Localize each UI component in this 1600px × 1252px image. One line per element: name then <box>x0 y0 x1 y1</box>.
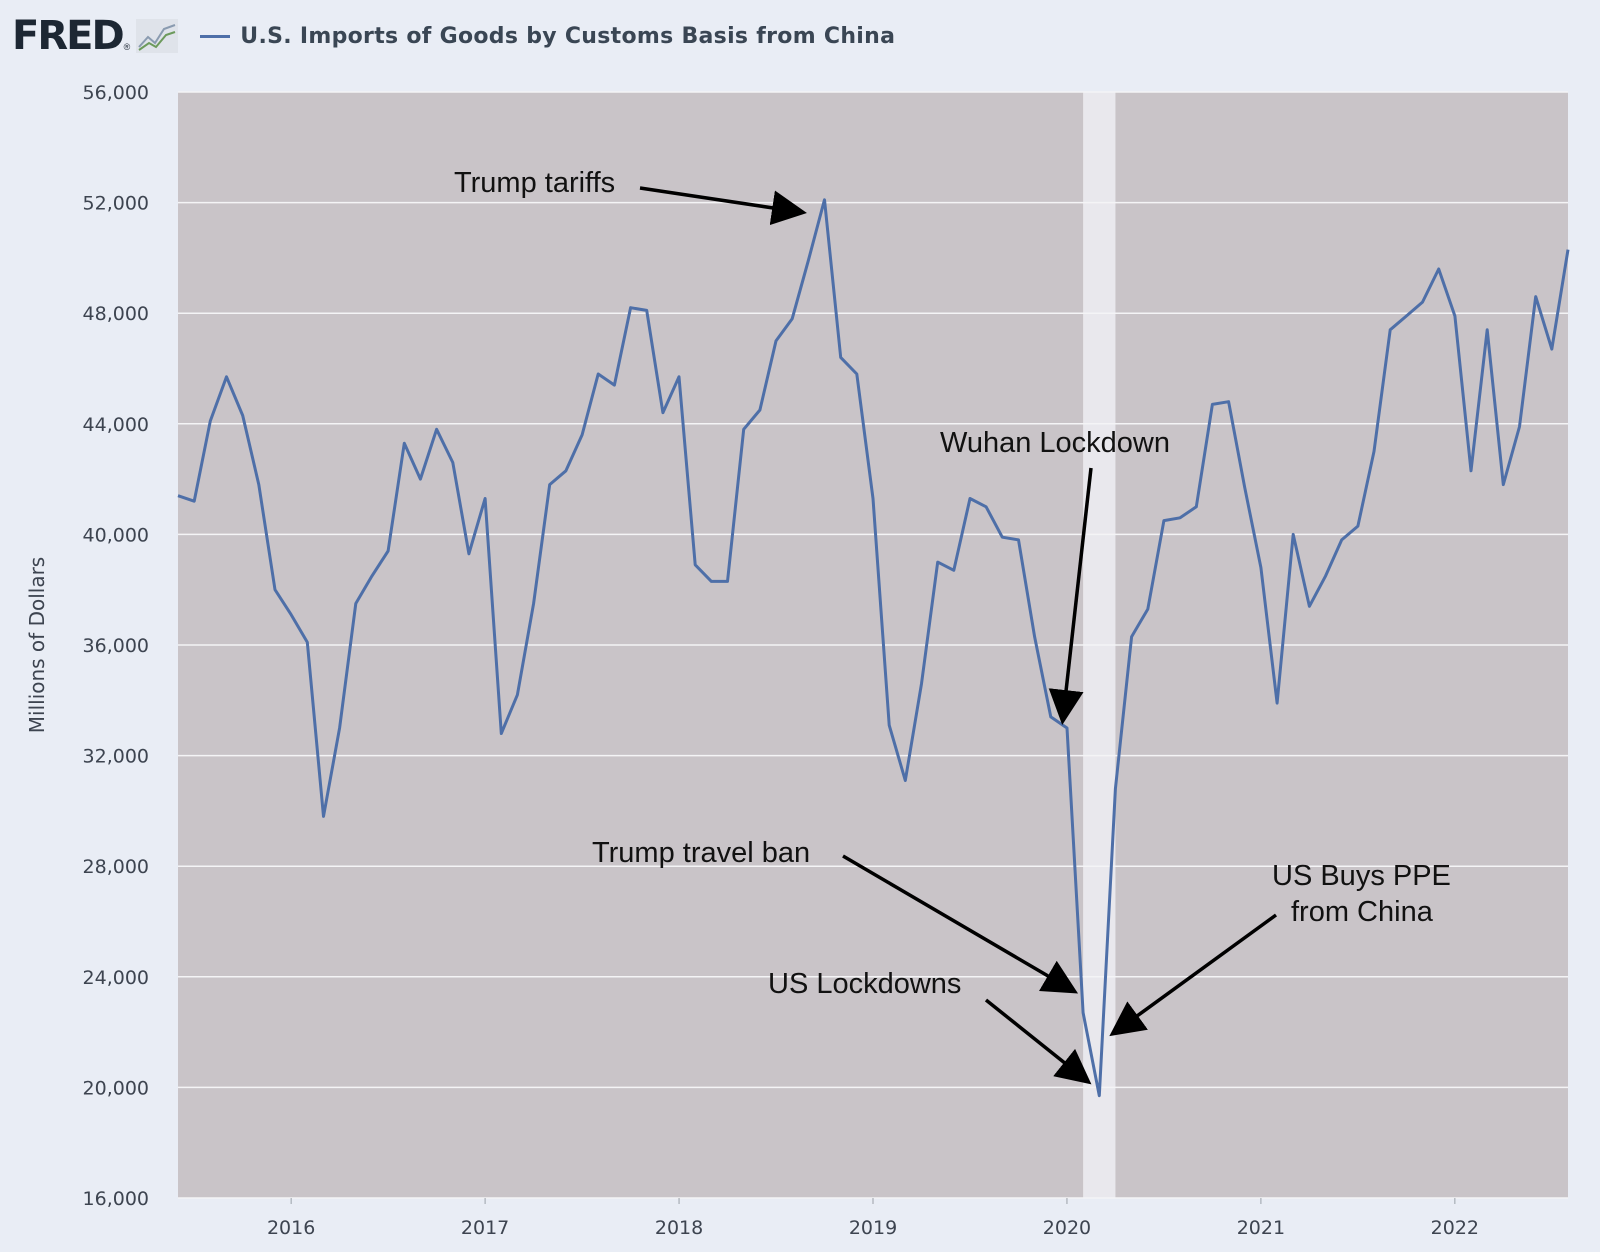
arrow-trump-travel-ban <box>842 854 1079 994</box>
arrow-trump-tariffs <box>639 186 807 226</box>
y-tick-label: 32,000 <box>83 746 149 768</box>
y-tick-label: 20,000 <box>83 1077 149 1099</box>
arrow-wuhan-lockdown <box>1048 467 1093 725</box>
arrow-us-lockdowns <box>984 998 1092 1085</box>
x-tick-label: 2016 <box>267 1217 315 1239</box>
x-tick-label: 2018 <box>655 1217 703 1239</box>
x-tick-label: 2017 <box>461 1217 509 1239</box>
annotation-us-buys-ppe: US Buys PPE <box>1272 860 1451 892</box>
y-tick-label: 52,000 <box>83 193 149 215</box>
y-tick-label: 16,000 <box>83 1188 149 1210</box>
legend-swatch <box>200 34 231 38</box>
x-axis-ticks: 2016 2017 2018 2019 2020 2021 2022 <box>267 1198 1479 1239</box>
y-tick-label: 36,000 <box>83 635 149 657</box>
x-tick-label: 2019 <box>849 1217 897 1239</box>
y-tick-label: 28,000 <box>83 856 149 878</box>
annotation-us-lockdowns: US Lockdowns <box>768 968 961 1000</box>
series-line <box>177 198 1570 1098</box>
y-tick-label: 24,000 <box>83 967 149 989</box>
annotation-from-china: from China <box>1291 896 1434 928</box>
y-tick-label: 40,000 <box>83 524 149 546</box>
fred-graph-icon <box>136 19 179 53</box>
annotation-wuhan-lockdown: Wuhan Lockdown <box>940 427 1170 459</box>
annotations: Trump tariffs Wuhan Lockdown Trump trave… <box>454 167 1451 1085</box>
y-tick-label: 48,000 <box>83 303 149 325</box>
annotation-trump-tariffs: Trump tariffs <box>454 167 615 199</box>
y-axis-label: Millions of Dollars <box>25 557 49 733</box>
fred-logo[interactable]: FRED <box>12 13 125 59</box>
y-axis-ticks: 16,000 20,000 24,000 28,000 32,000 36,000 40,0… <box>83 82 149 1210</box>
y-tick-label: 56,000 <box>83 82 149 104</box>
chart-title: U.S. Imports of Goods by Customs Basis f… <box>240 23 896 49</box>
registered-mark: ® <box>123 42 131 52</box>
annotation-trump-travel-ban: Trump travel ban <box>592 837 810 869</box>
arrow-us-buys-ppe <box>1109 913 1278 1037</box>
x-tick-label: 2020 <box>1043 1217 1091 1239</box>
y-tick-label: 44,000 <box>83 414 149 436</box>
x-tick-label: 2022 <box>1431 1217 1479 1239</box>
x-tick-label: 2021 <box>1237 1217 1285 1239</box>
chart-header: FRED ® U.S. Imports of Goods by Customs … <box>12 13 896 59</box>
